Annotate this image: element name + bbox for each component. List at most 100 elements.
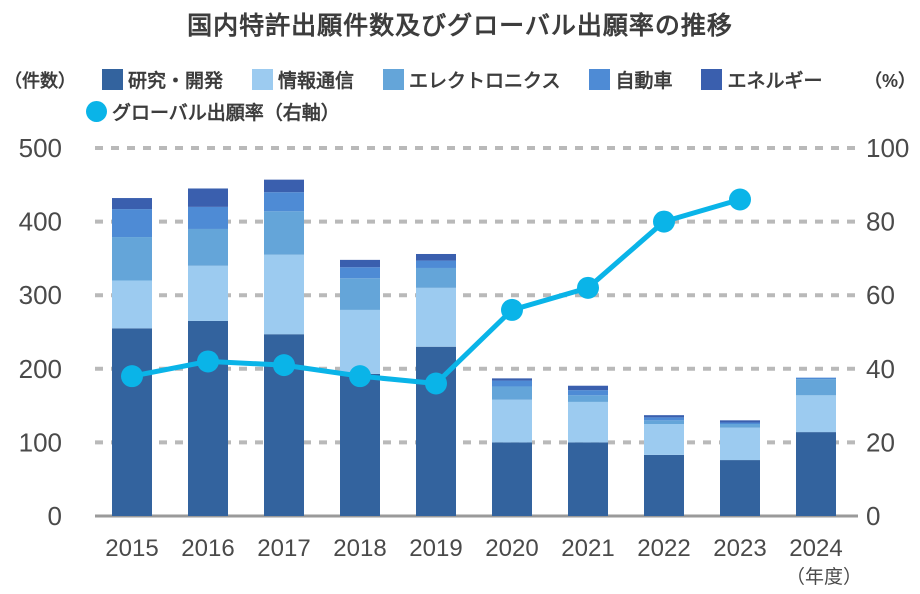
bar-2017 [264, 179, 304, 516]
left-axis-unit-label: （件数） [4, 70, 76, 91]
bar-2015 [112, 198, 152, 516]
legend-label: エネルギー [727, 71, 823, 92]
right-axis-unit-label: （%） [863, 70, 916, 91]
x-label-2024: 2024 [789, 535, 842, 562]
bar-segment-エネルギー [188, 188, 228, 207]
bar-segment-エネルギー [644, 415, 684, 418]
bar-segment-研究・開発 [492, 442, 532, 516]
bar-segment-情報通信 [264, 254, 304, 335]
bar-segment-研究・開発 [188, 320, 228, 516]
bar-segment-自動車 [340, 267, 380, 279]
rate-point-2015 [121, 365, 143, 388]
chart-title: 国内特許出願件数及びグローバル出願率の推移 [187, 12, 733, 40]
bar-segment-研究・開発 [568, 442, 608, 516]
rate-point-2022 [653, 210, 675, 233]
bar-segment-情報通信 [720, 427, 760, 461]
legend-swatch-icon [701, 69, 723, 90]
bar-segment-情報通信 [568, 401, 608, 443]
x-label-2021: 2021 [561, 535, 614, 562]
bar-segment-エレクトロニクス [112, 237, 152, 281]
right-tick-60: 60 [866, 280, 895, 310]
bar-segment-エレクトロニクス [720, 424, 760, 428]
bar-segment-自動車 [416, 260, 456, 268]
bar-segment-情報通信 [340, 309, 380, 374]
bar-segment-エネルギー [720, 420, 760, 423]
right-axis-ticks: 0 20 40 60 80 100 [866, 133, 909, 531]
legend-line-label: グローバル出願率（右軸） [112, 103, 340, 124]
rate-point-2021 [577, 276, 599, 299]
rate-point-2017 [273, 354, 295, 377]
right-tick-20: 20 [866, 427, 895, 457]
legend-label: 研究・開発 [128, 71, 224, 92]
bar-2018 [340, 259, 380, 516]
bar-segment-情報通信 [112, 280, 152, 329]
bar-segment-研究・開発 [340, 373, 380, 516]
legend-item-情報通信: 情報通信 [252, 66, 354, 93]
bar-segment-エレクトロニクス [340, 278, 380, 310]
legend-label: エレクトロニクス [409, 71, 561, 92]
bar-2022 [644, 415, 684, 516]
bar-segment-自動車 [492, 380, 532, 387]
bar-segment-自動車 [644, 417, 684, 421]
right-tick-0: 0 [866, 501, 880, 531]
bar-segment-自動車 [112, 209, 152, 238]
legend-bar-series: 研究・開発 情報通信 エレクトロニクス 自動車 エネルギー [102, 66, 823, 93]
left-tick-100: 100 [19, 427, 62, 457]
legend-item-研究・開発: 研究・開発 [102, 66, 223, 93]
bar-2020 [492, 378, 532, 516]
left-tick-400: 400 [19, 207, 62, 237]
rate-point-2019 [425, 372, 447, 395]
rate-point-2023 [729, 188, 751, 211]
bar-2023 [720, 420, 760, 516]
x-label-2018: 2018 [333, 535, 386, 562]
x-label-2022: 2022 [637, 535, 690, 562]
bar-segment-研究・開発 [796, 432, 836, 516]
bar-segment-研究・開発 [720, 460, 760, 516]
bar-segment-エレクトロニクス [416, 267, 456, 288]
legend-line-series: グローバル出願率（右軸） [86, 98, 340, 125]
legend-swatch-icon [383, 69, 405, 90]
x-axis-labels: 2015 2016 2017 2018 2019 2020 2021 2022 2023 2024 [105, 535, 842, 562]
rate-point-2018 [349, 365, 371, 388]
bar-segment-情報通信 [644, 424, 684, 455]
bar-segment-エレクトロニクス [264, 211, 304, 255]
left-axis-ticks: 0 100 200 300 400 500 [19, 133, 62, 531]
x-label-2019: 2019 [409, 535, 462, 562]
bar-2021 [568, 385, 608, 516]
bar-segment-エネルギー [492, 378, 532, 381]
legend-label: 情報通信 [278, 71, 355, 92]
legend-swatch-icon [252, 69, 274, 90]
right-tick-40: 40 [866, 354, 895, 384]
bar-segment-研究・開発 [644, 454, 684, 516]
bar-segment-エネルギー [112, 198, 152, 210]
bar-segment-エレクトロニクス [796, 379, 836, 396]
bar-segment-エネルギー [264, 179, 304, 193]
bar-segment-自動車 [568, 390, 608, 396]
legend-line-dot-icon [86, 101, 107, 122]
bar-segment-情報通信 [188, 265, 228, 321]
bar-segment-エレクトロニクス [644, 420, 684, 424]
rate-line [121, 188, 751, 395]
legend-swatch-icon [102, 69, 123, 90]
left-tick-500: 500 [19, 133, 62, 163]
bar-segment-エレクトロニクス [188, 228, 228, 266]
left-tick-200: 200 [19, 354, 62, 384]
bar-segment-エネルギー [568, 385, 608, 391]
right-tick-80: 80 [866, 207, 895, 237]
rate-point-2020 [501, 298, 523, 321]
x-label-2016: 2016 [181, 535, 234, 562]
x-label-2015: 2015 [105, 535, 158, 562]
bar-segment-エネルギー [416, 253, 456, 261]
bar-segment-エネルギー [340, 259, 380, 268]
x-label-2023: 2023 [713, 535, 766, 562]
legend-item-自動車: 自動車 [589, 66, 672, 93]
legend-item-エネルギー: エネルギー [701, 66, 823, 93]
bar-segment-情報通信 [492, 399, 532, 443]
left-tick-300: 300 [19, 280, 62, 310]
bar-segment-情報通信 [796, 395, 836, 433]
x-label-2020: 2020 [485, 535, 538, 562]
x-label-2017: 2017 [257, 535, 310, 562]
legend-label: 自動車 [615, 71, 673, 92]
